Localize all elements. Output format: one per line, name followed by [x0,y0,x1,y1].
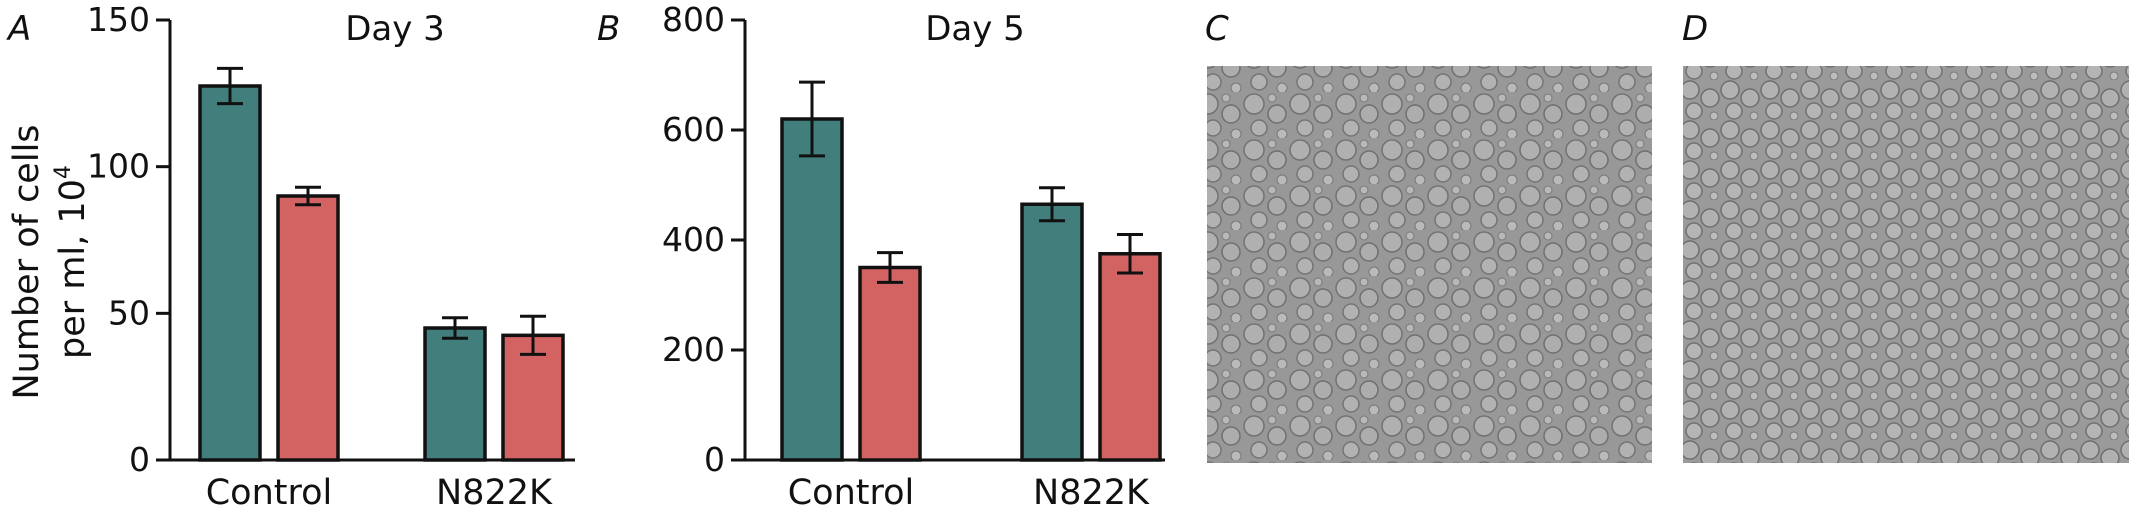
y-tick-label: 800 [662,0,725,39]
y-axis-label-line1: Number of cells [7,124,47,399]
y-tick-label: 400 [662,220,725,259]
panel-letter-d: D [1682,9,1708,49]
bar [276,194,340,462]
bar [501,333,565,462]
bar [780,117,844,462]
bar [1020,202,1084,462]
panel-letter-c: C [1205,9,1229,49]
chart-b: 0 200 400 600 800 Control N822K [662,0,1165,513]
x-category-label: Control [788,473,915,513]
y-tick-label: 0 [129,440,150,479]
x-category-label: Control [206,473,333,513]
y-tick-label: 100 [87,147,150,186]
micrograph-c [1207,66,1652,463]
y-tick-label: 600 [662,110,725,149]
y-tick-label: 50 [108,293,150,332]
bar [1098,252,1162,462]
x-category-label: N822K [1033,473,1150,513]
bar [423,326,487,462]
panel-letter-a: A [6,9,31,49]
x-category-label: N822K [436,473,553,513]
bar [198,84,262,462]
micrograph-d [1683,66,2129,463]
panel-letter-b: B [597,9,620,49]
y-axis-label-line2: per ml, 104 [51,165,93,359]
chart-b-title: Day 5 [925,9,1025,49]
y-tick-label: 200 [662,330,725,369]
chart-a-title: Day 3 [345,9,445,49]
chart-a: 0 50 100 150 Control N822K [87,0,575,513]
bar [858,265,922,462]
y-tick-label: 0 [704,440,725,479]
y-tick-label: 150 [87,0,150,39]
